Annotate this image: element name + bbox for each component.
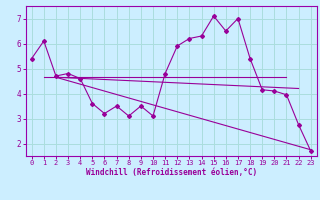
- X-axis label: Windchill (Refroidissement éolien,°C): Windchill (Refroidissement éolien,°C): [86, 168, 257, 177]
